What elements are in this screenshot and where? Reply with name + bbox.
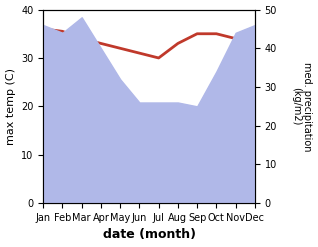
- X-axis label: date (month): date (month): [102, 228, 196, 242]
- Y-axis label: max temp (C): max temp (C): [5, 68, 16, 145]
- Y-axis label: med. precipitation
(kg/m2): med. precipitation (kg/m2): [291, 62, 313, 151]
